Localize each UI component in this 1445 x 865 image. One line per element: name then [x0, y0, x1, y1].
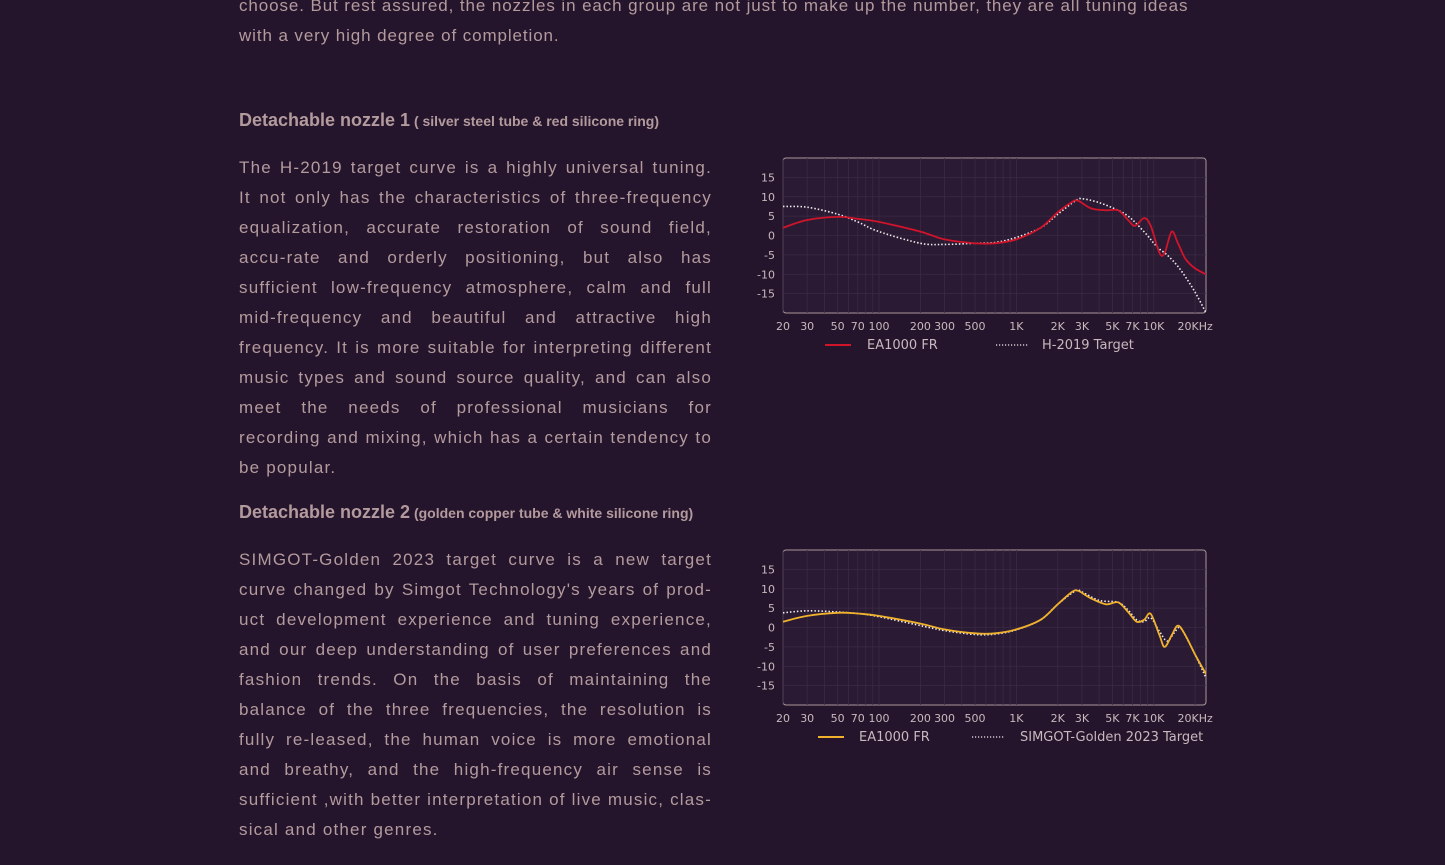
x-tick-label: 500	[965, 712, 986, 725]
nozzle-2-title: Detachable nozzle 2	[239, 502, 411, 522]
x-tick-label: 100	[869, 320, 890, 333]
nozzle-2-heading: Detachable nozzle 2 (golden copper tube …	[239, 502, 693, 523]
x-tick-label: 200	[910, 712, 931, 725]
nozzle-2-description: SIMGOT-Golden 2023 target curve is a new…	[239, 550, 712, 839]
y-tick-label: 15	[761, 563, 775, 576]
y-tick-label: -10	[757, 660, 775, 673]
x-tick-label: 3K	[1075, 712, 1090, 725]
y-tick-label: 10	[761, 583, 775, 596]
x-tick-label: 70	[851, 712, 865, 725]
x-tick-label: 30	[800, 320, 814, 333]
grid	[782, 158, 1206, 313]
nozzle-1-description: The H-2019 target curve is a highly univ…	[239, 158, 712, 477]
y-tick-label: 5	[768, 210, 775, 223]
x-tick-label: 7K	[1125, 712, 1140, 725]
legend-label-1: H-2019 Target	[1042, 338, 1134, 353]
x-tick-label: 3K	[1075, 320, 1090, 333]
x-tick-label: 30	[800, 712, 814, 725]
legend-label-1: SIMGOT-Golden 2023 Target	[1020, 730, 1203, 745]
x-tick-label: 200	[910, 320, 931, 333]
y-tick-label: -15	[757, 680, 775, 693]
x-tick-label: 2K	[1051, 320, 1066, 333]
legend-label-0: EA1000 FR	[859, 730, 930, 745]
nozzle-2-subtitle: (golden copper tube & white silicone rin…	[410, 505, 694, 521]
series-line-0	[783, 589, 1206, 675]
x-tick-label: 5K	[1105, 712, 1120, 725]
x-tick-label: 20	[776, 712, 790, 725]
x-tick-label: 20KHz	[1177, 712, 1212, 725]
y-tick-label: 0	[768, 622, 775, 635]
x-tick-label: 10K	[1143, 320, 1165, 333]
series-line-0	[783, 199, 1206, 276]
y-tick-label: 15	[761, 171, 775, 184]
y-tick-label: -5	[764, 249, 775, 262]
y-tick-label: -15	[757, 288, 775, 301]
intro-paragraph: choose. But rest assured, the nozzles in…	[239, 0, 1189, 45]
x-tick-label: 10K	[1143, 712, 1165, 725]
x-tick-label: 300	[934, 712, 955, 725]
legend-label-0: EA1000 FR	[867, 338, 938, 353]
x-tick-label: 50	[831, 712, 845, 725]
x-tick-label: 500	[965, 320, 986, 333]
x-tick-label: 70	[851, 320, 865, 333]
y-tick-label: 10	[761, 191, 775, 204]
x-tick-label: 300	[934, 320, 955, 333]
y-tick-label: -10	[757, 268, 775, 281]
x-tick-label: 50	[831, 320, 845, 333]
nozzle-1-subtitle: ( silver steel tube & red silicone ring)	[410, 113, 660, 129]
x-tick-label: 2K	[1051, 712, 1066, 725]
x-tick-label: 5K	[1105, 320, 1120, 333]
y-tick-label: 5	[768, 602, 775, 615]
x-tick-label: 1K	[1009, 712, 1024, 725]
grid	[782, 550, 1206, 705]
x-tick-label: 20	[776, 320, 790, 333]
nozzle-1-heading: Detachable nozzle 1 ( silver steel tube …	[239, 110, 659, 131]
y-tick-label: 0	[768, 230, 775, 243]
x-tick-label: 20KHz	[1177, 320, 1212, 333]
y-tick-label: -5	[764, 641, 775, 654]
x-tick-label: 1K	[1009, 320, 1024, 333]
x-tick-label: 100	[869, 712, 890, 725]
x-tick-label: 7K	[1125, 320, 1140, 333]
nozzle-1-title: Detachable nozzle 1	[239, 110, 411, 130]
